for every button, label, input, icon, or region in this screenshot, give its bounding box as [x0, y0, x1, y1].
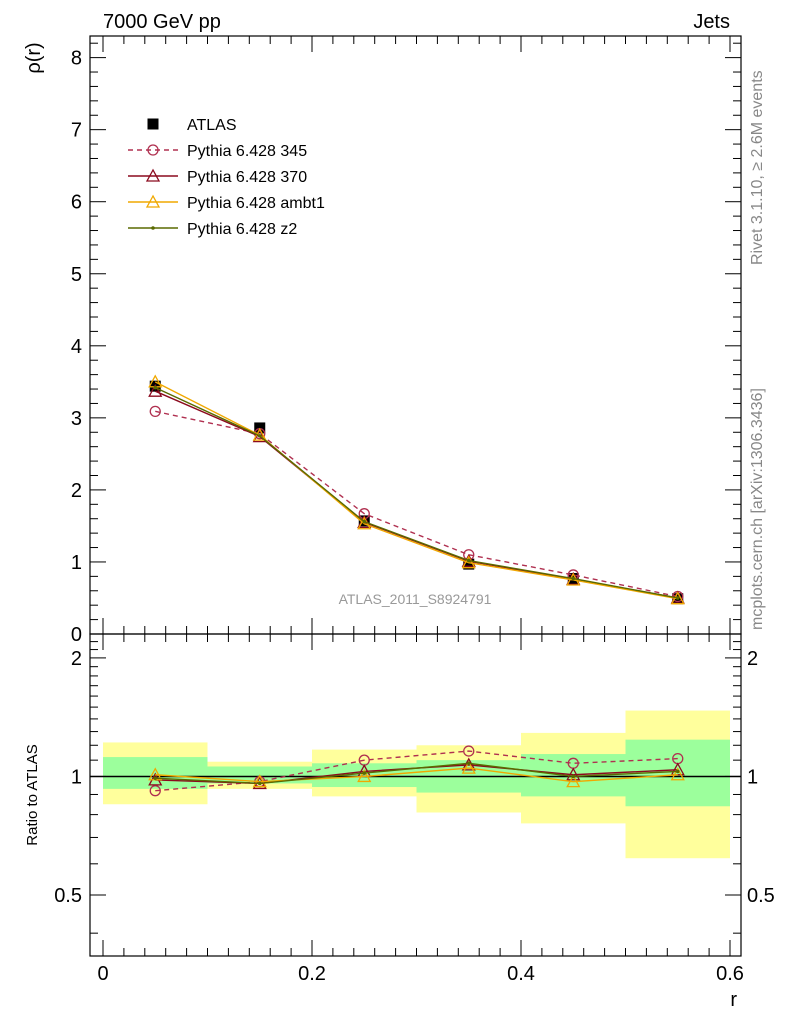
atlas-data-point [463, 558, 475, 570]
ratio-axis-label: Ratio to ATLAS [24, 744, 41, 845]
y-tick-label: 1 [71, 552, 82, 574]
ratio-series-point [466, 761, 471, 766]
x-tick-label: 0.6 [716, 963, 744, 985]
series-point [149, 405, 161, 418]
header-right-title: Jets [693, 11, 730, 33]
ratio-series-line [155, 762, 678, 785]
legend-marker [151, 226, 155, 230]
legend: ATLAS Pythia 6.428 345 Pythia 6.428 370 Pyt… [128, 117, 325, 238]
x-axis-label: r [730, 989, 737, 1011]
legend-marker [145, 194, 161, 208]
series-point [670, 591, 685, 605]
ratio-tick-label-right: 0.5 [747, 885, 775, 907]
y-tick-label: 6 [71, 192, 82, 214]
legend-marker-atlas [147, 118, 159, 130]
ratio-series-point [670, 762, 685, 776]
legend-label: Pythia 6.428 ambt1 [187, 195, 325, 212]
ratio-series-point [257, 781, 262, 786]
y-tick-label: 4 [71, 336, 82, 358]
series-point [153, 385, 158, 390]
ratio-series-point [566, 767, 581, 781]
series-point [362, 519, 367, 524]
legend-label: Pythia 6.428 370 [187, 169, 307, 186]
x-tick-label: 0.4 [507, 963, 535, 985]
ratio-series-point [357, 769, 372, 783]
ratio-series-point [463, 745, 475, 757]
y-tick-label: 0 [71, 624, 82, 646]
ratio-series-point [362, 771, 367, 775]
ratio-series-line [155, 750, 678, 792]
header-left-title: 7000 GeV pp [103, 11, 221, 33]
ratio-tick-label: 2 [71, 648, 82, 670]
x-tick-label: 0.2 [298, 963, 326, 985]
mcplots-text: mcplots.cern.ch [arXiv:1306.3436] [749, 388, 766, 630]
x-tick-label: 0 [97, 963, 108, 985]
series-point [466, 558, 471, 563]
series-line [154, 381, 678, 600]
legend-marker [147, 144, 159, 156]
series-point [257, 434, 262, 438]
analysis-watermark: ATLAS_2011_S8924791 [339, 591, 492, 607]
y-tick-label: 3 [71, 408, 82, 430]
ratio-series-point [461, 757, 476, 771]
y-tick-label: 7 [71, 120, 82, 142]
series-point [148, 383, 163, 397]
legend-marker [145, 168, 161, 182]
y-tick-label: 5 [71, 264, 82, 286]
legend-label: Pythia 6.428 z2 [187, 221, 297, 238]
y-tick-label: 2 [71, 480, 82, 502]
series-point [675, 596, 680, 600]
legend-label-atlas: ATLAS [187, 117, 237, 134]
y-axis-label: ρ(r) [23, 42, 45, 73]
y-tick-label: 8 [71, 48, 82, 70]
ratio-tick-label-right: 1 [747, 766, 758, 788]
ratio-plot-frame [89, 633, 742, 957]
ratio-series-point [461, 760, 476, 774]
ratio-series-point [571, 774, 576, 779]
series-line [155, 410, 678, 598]
ratio-series-point [566, 774, 581, 788]
series-point [252, 429, 267, 443]
ratio-series-line [155, 767, 678, 783]
rivet-version-text: Rivet 3.1.10, ≥ 2.6M events [749, 70, 766, 265]
ratio-tick-label: 1 [71, 766, 82, 788]
ratio-series-point [675, 769, 680, 774]
legend-label: Pythia 6.428 345 [187, 143, 307, 160]
ratio-series-point [153, 776, 158, 780]
series-point [571, 576, 576, 581]
ratio-tick-label: 0.5 [54, 885, 82, 907]
ratio-series-point [252, 774, 267, 788]
ratio-series-point [670, 767, 685, 781]
series-point [461, 555, 476, 569]
ratio-tick-label-right: 2 [747, 648, 758, 670]
ratio-series-point [149, 785, 161, 797]
series-line [154, 386, 678, 599]
